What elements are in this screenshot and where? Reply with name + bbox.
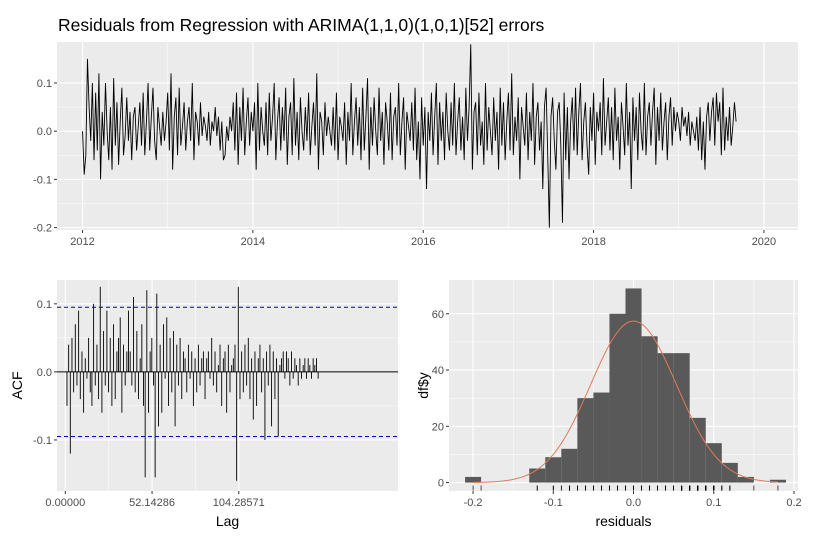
histogram-y-axis-title: df$y bbox=[415, 372, 431, 398]
histogram-x-axis-title: residuals bbox=[595, 513, 651, 529]
y-tick-label: -0.1 bbox=[33, 435, 52, 447]
x-tick-label: 52.14286 bbox=[129, 497, 175, 509]
histogram-bar bbox=[689, 417, 706, 483]
histogram-bar bbox=[545, 457, 562, 483]
x-tick-label: 0.00000 bbox=[45, 497, 85, 509]
x-tick-label: 0.1 bbox=[706, 497, 721, 509]
y-tick-label: -0.2 bbox=[33, 223, 52, 235]
histogram-panel: 0 20 40 60 -0.2 -0.1 0.0 0.1 0.2 residuals df$y bbox=[415, 280, 802, 529]
y-tick-label: 20 bbox=[432, 421, 444, 433]
y-tick-label: 60 bbox=[432, 309, 444, 321]
x-tick-label: -0.1 bbox=[544, 497, 563, 509]
y-tick-label: 0.0 bbox=[37, 126, 52, 138]
x-tick-label: 2012 bbox=[70, 236, 94, 248]
y-tick-label: 0.0 bbox=[37, 367, 52, 379]
x-tick-label: 0.2 bbox=[786, 497, 801, 509]
y-tick-label: 0.1 bbox=[37, 78, 52, 90]
y-tick-label: 40 bbox=[432, 365, 444, 377]
histogram-bar bbox=[561, 448, 578, 483]
time-series-panel: 0.1 0.0 -0.1 -0.2 2012 2014 2016 2018 2020 bbox=[33, 42, 798, 248]
histogram-bar bbox=[625, 288, 642, 483]
panel-background bbox=[57, 280, 398, 491]
x-tick-label: 2018 bbox=[581, 236, 605, 248]
density-curve bbox=[473, 320, 778, 483]
histogram-bar bbox=[673, 353, 690, 483]
chart-title: Residuals from Regression with ARIMA(1,1… bbox=[58, 15, 545, 35]
histogram-bar bbox=[465, 476, 482, 483]
x-tick-label: 2020 bbox=[752, 236, 776, 248]
acf-panel: 0.1 0.0 -0.1 0.00000 52.14286 104.28571 Lag ACF bbox=[9, 280, 398, 529]
x-tick-label: 104.28571 bbox=[213, 497, 265, 509]
histogram-bar bbox=[769, 479, 786, 483]
acf-x-axis-title: Lag bbox=[216, 513, 239, 529]
x-tick-label: 2014 bbox=[241, 236, 265, 248]
histogram-bar bbox=[737, 476, 754, 483]
y-tick-label: 0.1 bbox=[37, 299, 52, 311]
y-tick-label: -0.1 bbox=[33, 174, 52, 186]
y-tick-label: 0 bbox=[438, 478, 444, 490]
histogram-bar bbox=[657, 353, 674, 483]
histogram-bar bbox=[577, 398, 594, 483]
histogram-bar bbox=[609, 313, 626, 483]
acf-y-axis-title: ACF bbox=[9, 372, 25, 400]
residual-series-line bbox=[82, 44, 737, 228]
histogram-bar bbox=[641, 336, 658, 483]
histogram-bar bbox=[529, 468, 546, 483]
histogram-bar bbox=[721, 462, 738, 483]
histogram-bar bbox=[593, 392, 610, 483]
x-tick-label: 2016 bbox=[411, 236, 435, 248]
x-tick-label: 0.0 bbox=[626, 497, 641, 509]
histogram-bar bbox=[705, 443, 722, 483]
x-tick-label: -0.2 bbox=[464, 497, 483, 509]
